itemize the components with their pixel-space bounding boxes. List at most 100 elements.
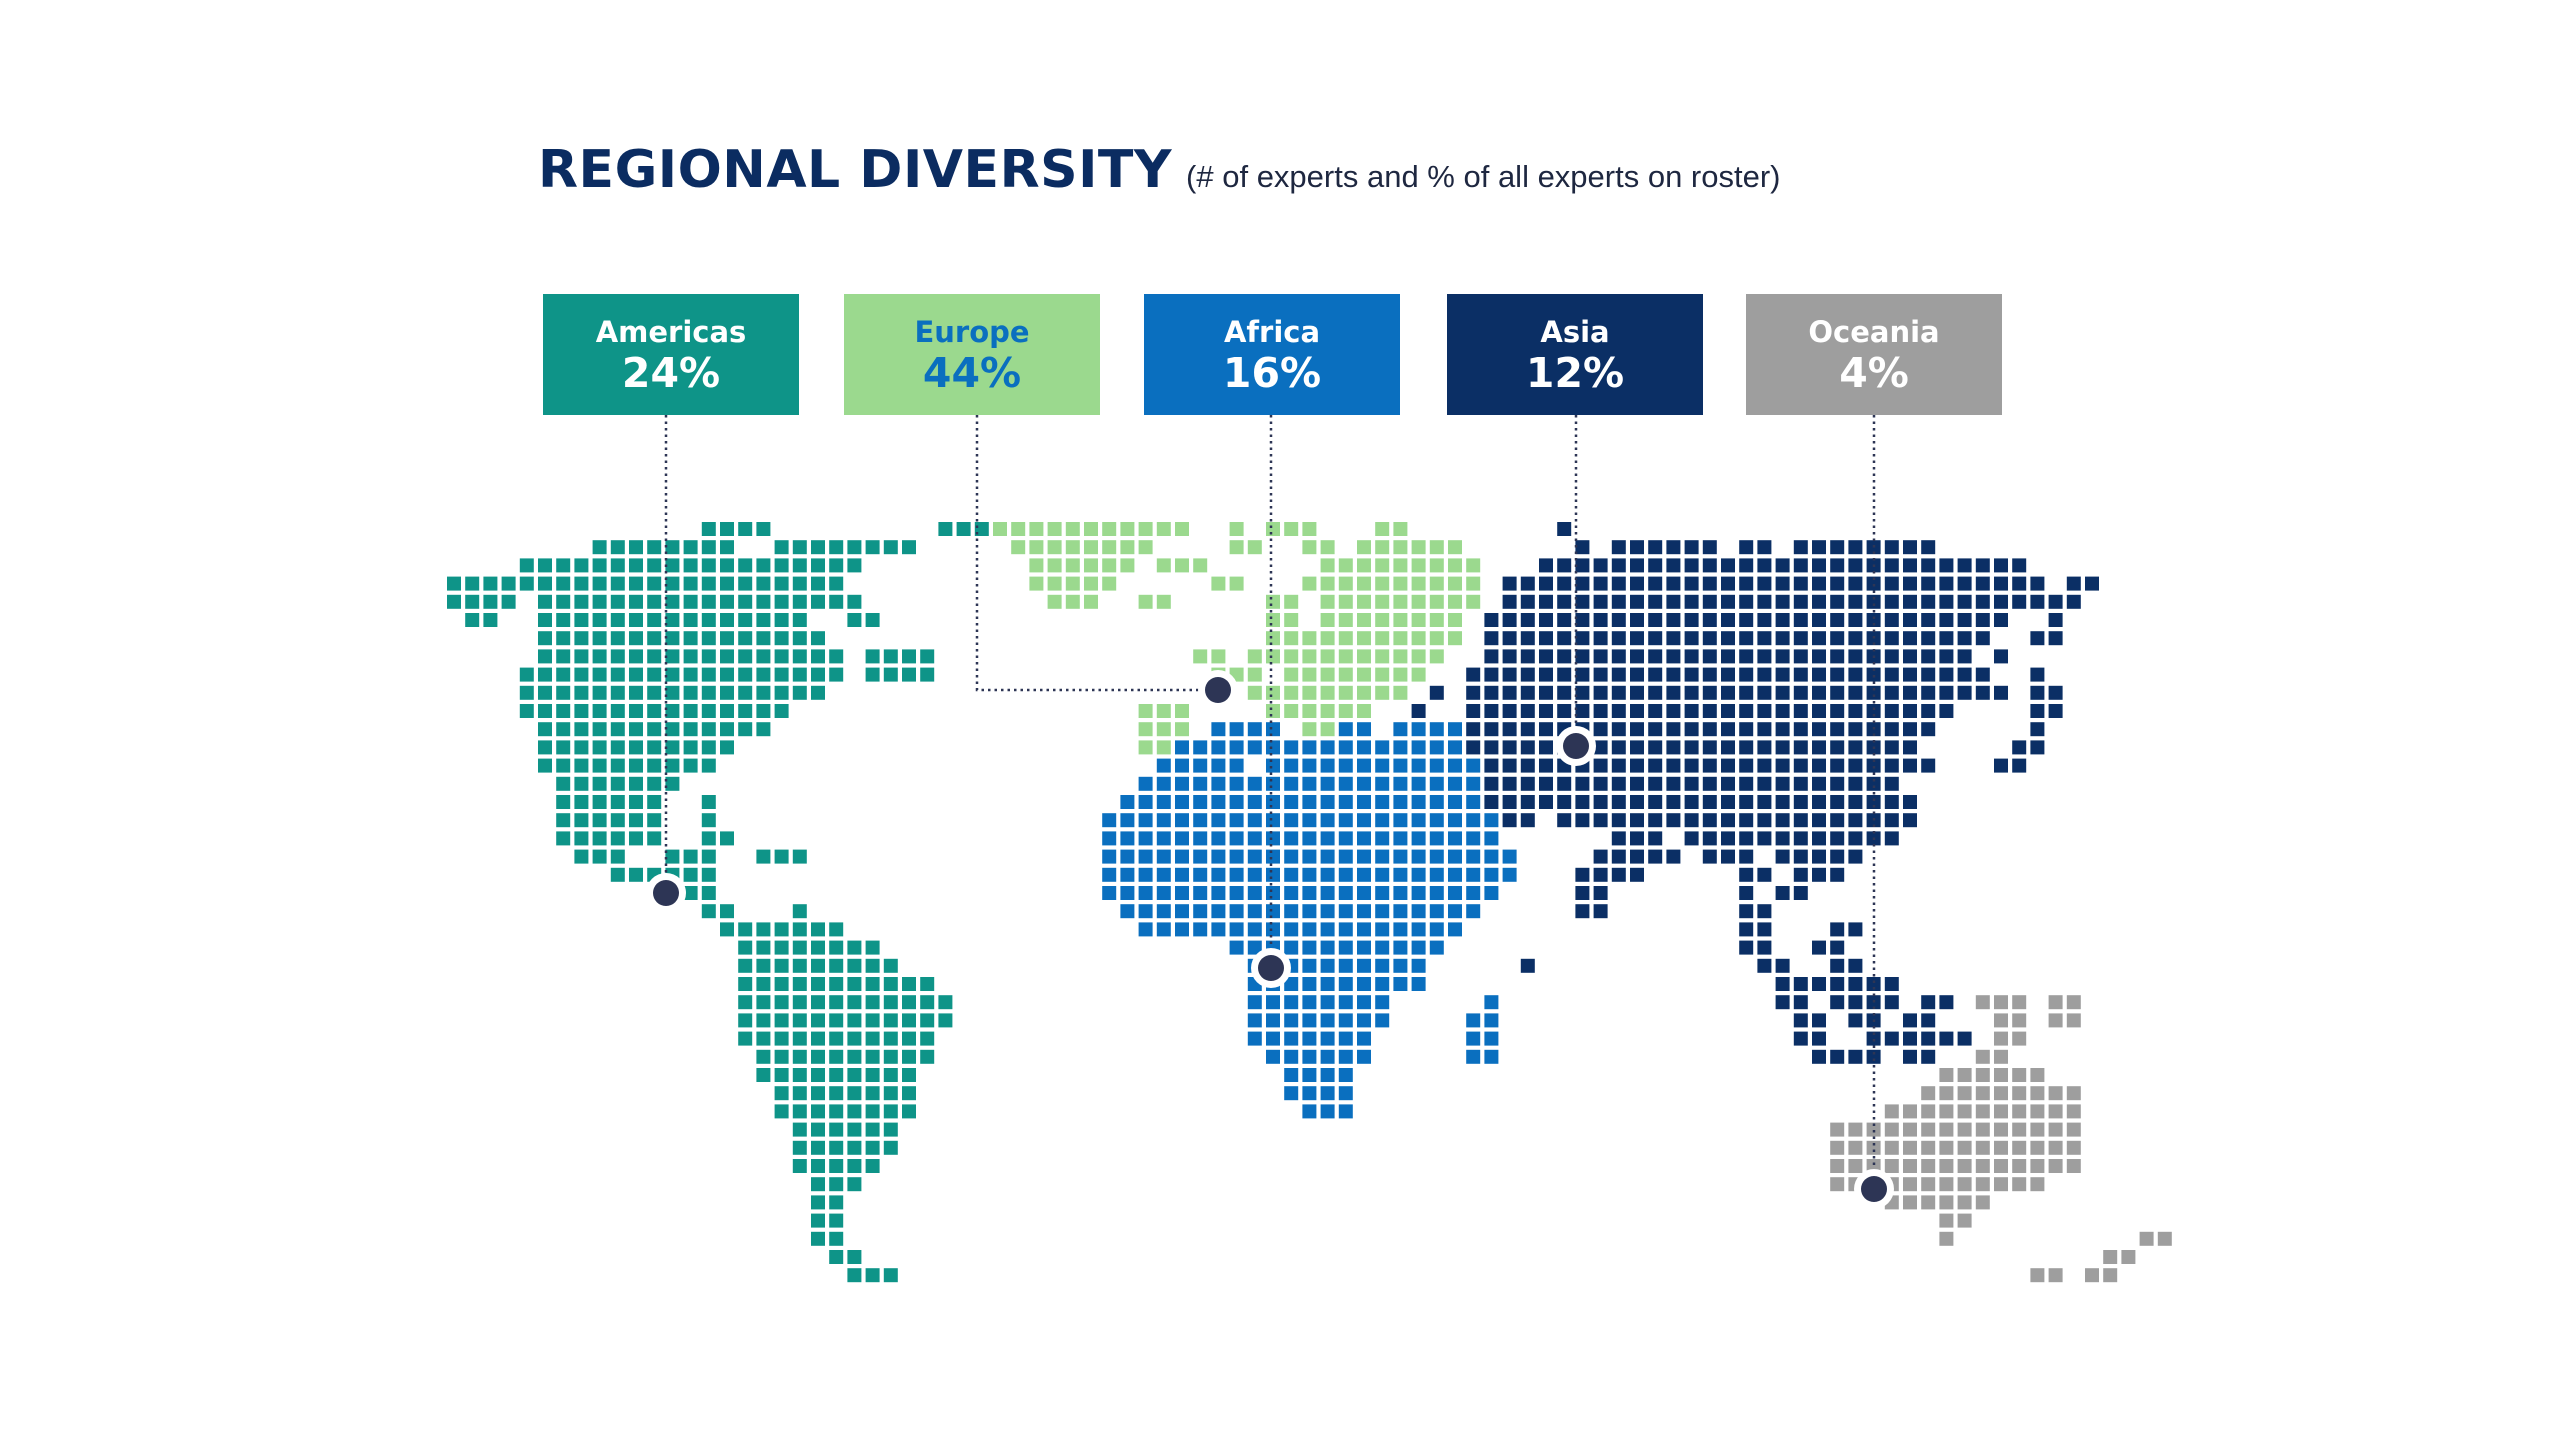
map-dot	[1757, 922, 1772, 937]
map-dot	[1484, 613, 1499, 627]
map-dot	[683, 685, 698, 700]
map-dot	[1593, 667, 1608, 682]
map-dot	[1575, 904, 1590, 919]
map-dot	[2048, 1086, 2063, 1101]
map-dot	[1575, 886, 1590, 900]
map-dot	[1848, 613, 1863, 627]
map-dot	[1338, 613, 1353, 627]
map-dot	[1484, 722, 1499, 737]
map-dot	[883, 1140, 898, 1155]
map-dot	[865, 940, 880, 955]
map-dot	[1284, 1031, 1299, 1046]
map-dot	[1175, 758, 1189, 773]
map-dot	[2066, 594, 2081, 609]
map-dot	[1575, 540, 1590, 555]
map-dot	[1065, 540, 1080, 555]
map-dot	[665, 740, 680, 755]
map-dot	[1175, 795, 1189, 809]
map-dot	[1229, 795, 1244, 809]
map-dot	[1266, 740, 1280, 755]
map-dot	[1957, 1177, 1972, 1192]
map-dot	[756, 1013, 771, 1028]
map-dot	[883, 1049, 898, 1064]
map-dot	[556, 758, 571, 773]
map-dot	[1921, 1104, 1936, 1119]
map-dot	[1448, 758, 1462, 773]
map-dot	[1830, 958, 1845, 973]
map-dot	[1957, 1159, 1972, 1173]
map-dot	[1229, 758, 1244, 773]
map-dot	[738, 667, 753, 682]
map-dot	[610, 813, 625, 828]
map-dot	[592, 849, 607, 864]
map-dot	[701, 849, 716, 864]
map-dot	[629, 704, 643, 718]
map-dot	[1320, 1013, 1335, 1028]
europe-dots	[993, 522, 1481, 755]
map-dot	[1957, 667, 1972, 682]
map-dot	[1175, 522, 1189, 536]
map-dot	[1702, 740, 1717, 755]
map-dot	[865, 1140, 880, 1155]
map-dot	[1193, 795, 1208, 809]
map-dot	[1775, 667, 1790, 682]
map-dot	[1448, 558, 1462, 573]
map-dot	[1739, 849, 1754, 864]
map-dot	[1702, 667, 1717, 682]
map-dot	[1484, 667, 1499, 682]
map-dot	[1193, 867, 1208, 882]
map-dot	[1702, 704, 1717, 718]
map-dot	[1648, 667, 1663, 682]
map-dot	[1502, 613, 1517, 627]
map-dot	[1338, 849, 1353, 864]
map-dot	[1466, 813, 1481, 828]
map-dot	[647, 704, 662, 718]
map-dot	[1448, 722, 1462, 737]
map-dot	[1757, 631, 1772, 646]
map-dot	[1520, 685, 1535, 700]
map-dot	[1193, 886, 1208, 900]
map-dot	[1102, 849, 1117, 864]
map-dot	[1411, 813, 1426, 828]
map-dot	[1611, 704, 1626, 718]
map-dot	[1830, 594, 1845, 609]
map-dot	[1903, 685, 1917, 700]
map-dot	[701, 831, 716, 846]
map-dot	[1812, 540, 1826, 555]
map-dot	[1193, 558, 1208, 573]
map-dot	[1320, 977, 1335, 991]
map-dot	[1338, 685, 1353, 700]
map-dot	[902, 1049, 916, 1064]
map-dot	[1320, 667, 1335, 682]
map-dot	[1648, 758, 1663, 773]
map-dot	[2012, 1140, 2027, 1155]
map-dot	[1539, 776, 1553, 791]
map-dot	[1229, 849, 1244, 864]
map-dot	[1338, 886, 1353, 900]
map-dot	[1429, 576, 1444, 591]
map-dot	[1266, 813, 1280, 828]
map-dot	[1775, 813, 1790, 828]
map-dot	[1156, 813, 1171, 828]
map-dot	[592, 740, 607, 755]
map-dot	[1593, 849, 1608, 864]
map-dot	[1830, 649, 1845, 664]
map-dot	[1884, 540, 1899, 555]
map-dot	[1320, 1068, 1335, 1082]
map-dot	[1739, 558, 1754, 573]
map-dot	[720, 667, 734, 682]
map-dot	[592, 795, 607, 809]
map-dot	[701, 886, 716, 900]
map-dot	[811, 1195, 825, 1210]
map-dot	[847, 594, 862, 609]
region-box-europe: Europe 44%	[844, 294, 1100, 415]
map-dot	[1138, 831, 1153, 846]
map-dot	[1484, 1031, 1499, 1046]
map-dot	[774, 958, 789, 973]
map-dot	[1466, 1031, 1481, 1046]
map-dot	[1411, 867, 1426, 882]
map-dot	[556, 558, 571, 573]
map-dot	[811, 649, 825, 664]
map-dot	[701, 667, 716, 682]
map-dot	[1848, 740, 1863, 755]
